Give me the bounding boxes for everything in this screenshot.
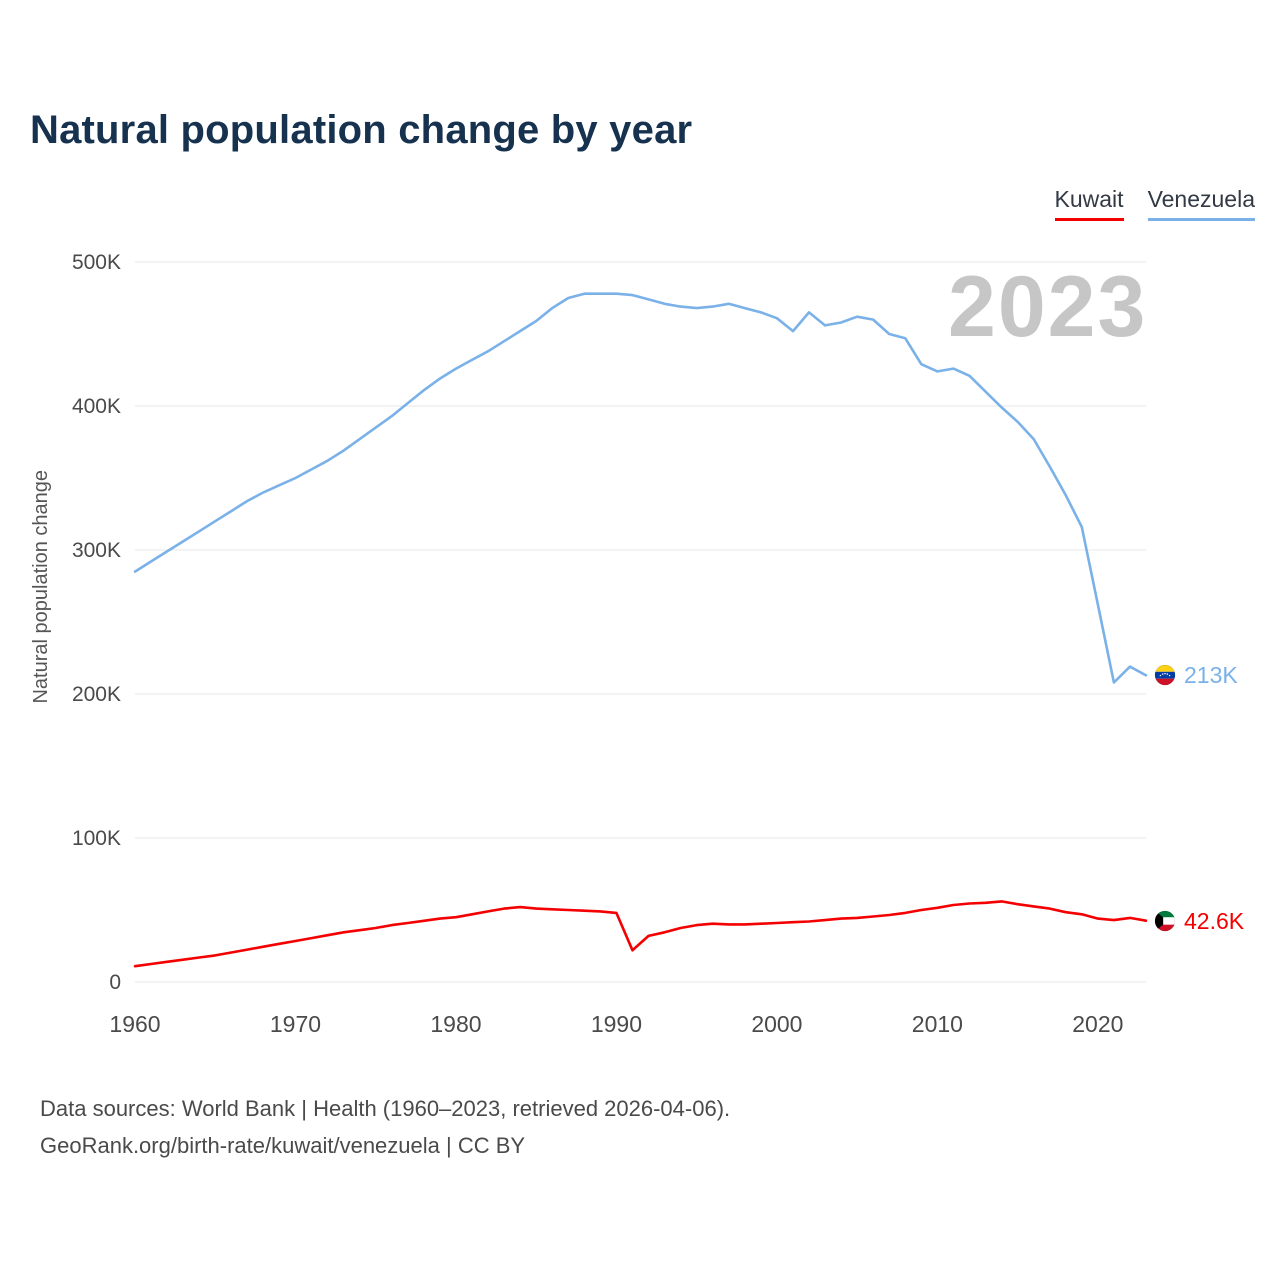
svg-text:200K: 200K (72, 683, 121, 706)
footer-sources: Data sources: World Bank | Health (1960–… (40, 1096, 731, 1121)
venezuela-flag-icon (1154, 664, 1176, 686)
kuwait-flag-icon (1154, 910, 1176, 932)
svg-text:1970: 1970 (270, 1011, 321, 1037)
watermark-year: 2023 (948, 259, 1148, 355)
svg-text:2000: 2000 (751, 1011, 802, 1037)
venezuela-end-label: 213K (1184, 662, 1238, 689)
svg-text:1980: 1980 (430, 1011, 481, 1037)
svg-text:500K: 500K (72, 251, 121, 274)
svg-text:2020: 2020 (1072, 1011, 1123, 1037)
legend: Kuwait Venezuela (1054, 186, 1255, 221)
kuwait-end-label: 42.6K (1184, 907, 1245, 934)
legend-item-kuwait[interactable]: Kuwait (1054, 186, 1124, 221)
footer: Data sources: World Bank | Health (1960–… (40, 1090, 730, 1164)
svg-text:0: 0 (109, 971, 121, 994)
legend-item-venezuela[interactable]: Venezuela (1147, 186, 1255, 221)
footer-attribution: GeoRank.org/birth-rate/kuwait/venezuela … (40, 1133, 526, 1158)
svg-text:100K: 100K (72, 827, 121, 850)
svg-text:400K: 400K (72, 395, 121, 418)
svg-text:2010: 2010 (912, 1011, 963, 1037)
svg-text:1990: 1990 (591, 1011, 642, 1037)
page-title: Natural population change by year (30, 108, 693, 152)
svg-text:1960: 1960 (109, 1011, 160, 1037)
svg-text:300K: 300K (72, 539, 121, 562)
